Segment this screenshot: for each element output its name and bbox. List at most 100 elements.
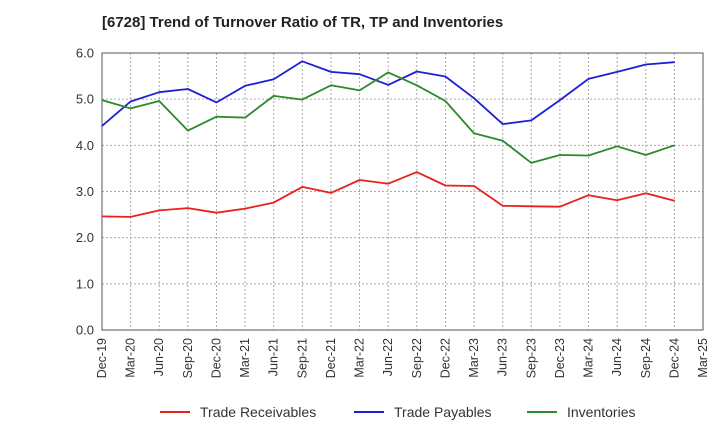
data-point [158, 91, 160, 93]
data-point [301, 99, 303, 101]
data-point [358, 89, 361, 91]
tick-labels: 0.0 1.0 2.0 3.0 4.0 5.0 6.0 Dec-19 Mar-20 Jun-20 S… [76, 46, 710, 379]
data-point [187, 207, 189, 209]
x-tick-label: Sep-21 [295, 338, 309, 378]
x-tick-label: Sep-23 [524, 338, 538, 378]
x-tick-label: Sep-24 [639, 338, 653, 378]
x-tick-label: Mar-22 [353, 338, 367, 378]
data-point [330, 192, 332, 194]
data-point [502, 205, 504, 207]
data-point [444, 75, 447, 78]
data-point [673, 200, 675, 202]
y-tick-label: 1.0 [76, 276, 94, 291]
x-tick-label: Mar-21 [238, 338, 252, 378]
x-tick-label: Sep-20 [181, 338, 195, 378]
x-tick-label: Dec-23 [553, 338, 567, 378]
x-tick-label: Dec-24 [667, 338, 681, 378]
legend-label: Inventories [567, 404, 636, 420]
data-point [673, 144, 675, 146]
y-tick-label: 5.0 [76, 92, 94, 107]
y-tick-label: 2.0 [76, 230, 94, 245]
y-tick-label: 0.0 [76, 323, 94, 338]
data-point [244, 85, 246, 87]
data-point [330, 84, 332, 86]
x-tick-label: Jun-20 [152, 338, 166, 376]
data-point [416, 84, 418, 86]
data-point [130, 107, 132, 109]
data-point [130, 216, 132, 218]
data-point [244, 207, 246, 210]
data-point [215, 212, 218, 214]
grid-layer [101, 52, 704, 331]
x-tick-label: Jun-24 [610, 338, 624, 376]
x-tick-label: Dec-21 [324, 338, 338, 378]
data-point [530, 119, 532, 122]
data-point [330, 71, 332, 73]
data-point [587, 194, 590, 196]
axis-layer [101, 52, 704, 331]
legend-item-trade-payables: Trade Payables [354, 404, 492, 420]
data-point [645, 192, 647, 194]
data-point [101, 99, 103, 101]
legend-item-inventories: Inventories [527, 404, 635, 420]
data-point [358, 73, 361, 75]
legend-swatch-red [160, 411, 190, 413]
x-tick-label: Mar-25 [696, 338, 710, 378]
x-tick-label: Jun-22 [381, 338, 395, 376]
data-point [673, 61, 675, 63]
data-point [416, 171, 418, 173]
data-point [387, 84, 389, 86]
data-point [559, 154, 561, 156]
data-point [616, 71, 618, 73]
data-point [473, 97, 475, 99]
data-point [301, 60, 303, 62]
legend-label: Trade Receivables [200, 404, 317, 420]
data-point [158, 209, 160, 212]
data-point [101, 215, 103, 218]
x-tick-label: Mar-23 [467, 338, 481, 378]
data-point [502, 140, 504, 142]
x-tick-label: Dec-22 [438, 338, 452, 378]
legend-label: Trade Payables [394, 404, 492, 420]
data-point [645, 63, 647, 66]
data-point [616, 145, 618, 147]
data-point [387, 183, 389, 185]
y-tick-label: 6.0 [76, 46, 94, 61]
data-point [130, 100, 132, 103]
data-point [645, 154, 647, 156]
data-point [101, 125, 103, 127]
y-tick-label: 3.0 [76, 184, 94, 199]
data-point [530, 205, 532, 207]
data-point [444, 100, 447, 102]
data-point [416, 70, 418, 73]
data-point [187, 88, 189, 90]
data-point [187, 129, 189, 132]
x-tick-label: Dec-19 [95, 338, 109, 378]
x-tick-label: Jun-23 [496, 338, 510, 376]
data-point [502, 123, 504, 125]
data-point [616, 199, 618, 201]
data-point [444, 184, 447, 187]
data-point [158, 100, 160, 102]
x-tick-label: Mar-24 [582, 338, 596, 378]
data-point [273, 95, 275, 97]
data-point [587, 154, 590, 157]
legend-swatch-blue [354, 411, 384, 413]
x-tick-label: Sep-22 [410, 338, 424, 378]
legend: Trade Receivables Trade Payables Invento… [0, 404, 720, 426]
data-point [358, 179, 361, 181]
data-point [215, 101, 218, 103]
data-point [587, 78, 590, 80]
x-tick-label: Dec-20 [209, 338, 223, 378]
data-point [559, 99, 561, 101]
data-point [559, 206, 561, 208]
plot-frame [101, 52, 704, 331]
series-layer [101, 60, 675, 218]
data-point [473, 185, 475, 187]
data-point [530, 162, 532, 164]
data-point [244, 117, 246, 119]
x-tick-label: Mar-20 [124, 338, 138, 378]
data-point [301, 186, 303, 188]
data-point [215, 116, 218, 118]
